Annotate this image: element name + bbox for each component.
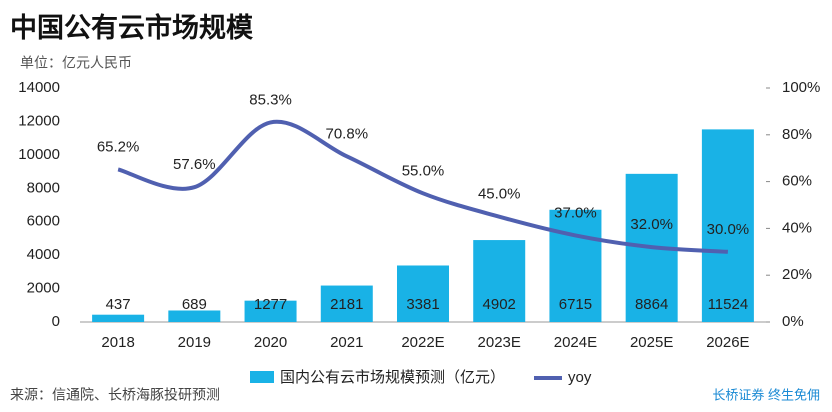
x-tick-label: 2018 bbox=[101, 334, 134, 351]
yoy-line bbox=[117, 119, 729, 254]
bar bbox=[549, 209, 602, 322]
brand: 长桥证券 终生免佣 bbox=[712, 387, 820, 402]
y-tick-label: 12000 bbox=[18, 112, 60, 129]
yoy-value-label: 70.8% bbox=[326, 125, 369, 142]
x-tick-label: 2019 bbox=[178, 334, 211, 351]
x-tick-label: 2020 bbox=[254, 334, 287, 351]
bar bbox=[168, 310, 221, 322]
yoy-value-label: 55.0% bbox=[402, 162, 445, 179]
bar bbox=[701, 129, 754, 322]
x-tick-label: 2021 bbox=[330, 334, 363, 351]
yoy-value-label: 57.6% bbox=[173, 156, 216, 173]
bar bbox=[320, 285, 373, 322]
bar-value-label: 1277 bbox=[254, 296, 287, 313]
y2-tick-label: 40% bbox=[782, 219, 812, 236]
bar-value-label: 4902 bbox=[483, 296, 516, 313]
yoy-value-label: 32.0% bbox=[630, 216, 673, 233]
y-tick-label: 8000 bbox=[27, 179, 60, 196]
x-tick-label: 2024E bbox=[554, 334, 597, 351]
legend-label: 国内公有云市场规模预测（亿元） bbox=[280, 369, 505, 386]
x-tick-label: 2026E bbox=[706, 334, 749, 351]
bar-value-label: 689 bbox=[182, 296, 207, 313]
yoy-value-label: 65.2% bbox=[97, 138, 140, 155]
y-tick-label: 10000 bbox=[18, 146, 60, 163]
y2-tick-label: 60% bbox=[782, 173, 812, 190]
legend-label: yoy bbox=[568, 369, 592, 386]
source: 来源：信通院、长桥海豚投研预测 bbox=[10, 387, 220, 403]
legend-swatch bbox=[250, 371, 274, 383]
chart-title: 中国公有云市场规模 bbox=[10, 12, 253, 43]
yoy-value-label: 45.0% bbox=[478, 186, 521, 203]
y-tick-label: 6000 bbox=[27, 213, 60, 230]
bar-value-label: 11524 bbox=[708, 296, 749, 313]
bar-value-label: 3381 bbox=[406, 296, 439, 313]
chart-subtitle: 单位：亿元人民币 bbox=[20, 55, 132, 71]
yoy-value-label: 37.0% bbox=[554, 204, 597, 221]
bar-value-label: 2181 bbox=[330, 296, 363, 313]
bar bbox=[92, 314, 145, 322]
y-tick-label: 14000 bbox=[18, 79, 60, 96]
yoy-value-label: 85.3% bbox=[249, 91, 292, 108]
y2-tick-label: 0% bbox=[782, 313, 804, 330]
y2-tick-label: 80% bbox=[782, 126, 812, 143]
x-tick-label: 2025E bbox=[630, 334, 673, 351]
x-tick-label: 2023E bbox=[478, 334, 521, 351]
bar bbox=[244, 300, 297, 322]
y-tick-label: 2000 bbox=[27, 280, 60, 297]
bar-value-label: 437 bbox=[106, 296, 131, 313]
yoy-value-label: 30.0% bbox=[707, 221, 750, 238]
bar bbox=[397, 265, 449, 322]
bar-value-label: 8864 bbox=[635, 296, 668, 313]
bar bbox=[473, 240, 526, 322]
bar-value-label: 6715 bbox=[559, 296, 592, 313]
y-tick-label: 4000 bbox=[27, 246, 60, 263]
y2-tick-label: 20% bbox=[782, 266, 812, 283]
y2-tick-label: 100% bbox=[782, 79, 820, 96]
x-tick-label: 2022E bbox=[401, 334, 444, 351]
y-tick-label: 0 bbox=[52, 313, 60, 330]
